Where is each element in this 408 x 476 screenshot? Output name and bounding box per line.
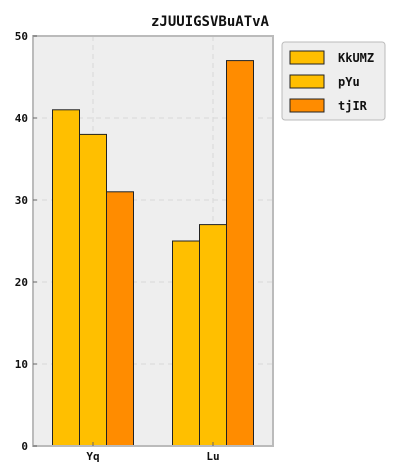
bar-pYu-Lu (199, 224, 227, 447)
legend-swatch-KkUMZ (289, 50, 325, 65)
legend: KkUMZ pYu tjIR (281, 41, 386, 121)
legend-label-tjIR: tjIR (338, 99, 368, 113)
plot-area: 0 10 20 30 40 50 Yq Lu (15, 30, 274, 463)
bar-KkUMZ-Lu (172, 240, 200, 447)
bar-pYu-Yq (79, 133, 107, 447)
bar-tjIR-Lu (226, 60, 254, 447)
x-tick-label: Yq (86, 450, 99, 463)
legend-label-KkUMZ: KkUMZ (338, 51, 374, 65)
legend-swatch-tjIR (289, 98, 325, 113)
bar-tjIR-Yq (106, 191, 134, 447)
bar-KkUMZ-Yq (52, 109, 80, 447)
y-tick-label: 0 (21, 440, 28, 453)
y-tick-label: 40 (15, 112, 28, 125)
y-tick-label: 30 (15, 194, 28, 207)
chart-title: zJUUIGSVBuATvA (151, 14, 270, 30)
legend-swatch-pYu (289, 74, 325, 89)
legend-label-pYu: pYu (338, 75, 360, 89)
x-tick-label: Lu (206, 450, 219, 463)
plot-frame (32, 35, 274, 447)
y-tick-label: 10 (15, 358, 28, 371)
y-tick-label: 50 (15, 30, 28, 43)
y-tick-label: 20 (15, 276, 28, 289)
